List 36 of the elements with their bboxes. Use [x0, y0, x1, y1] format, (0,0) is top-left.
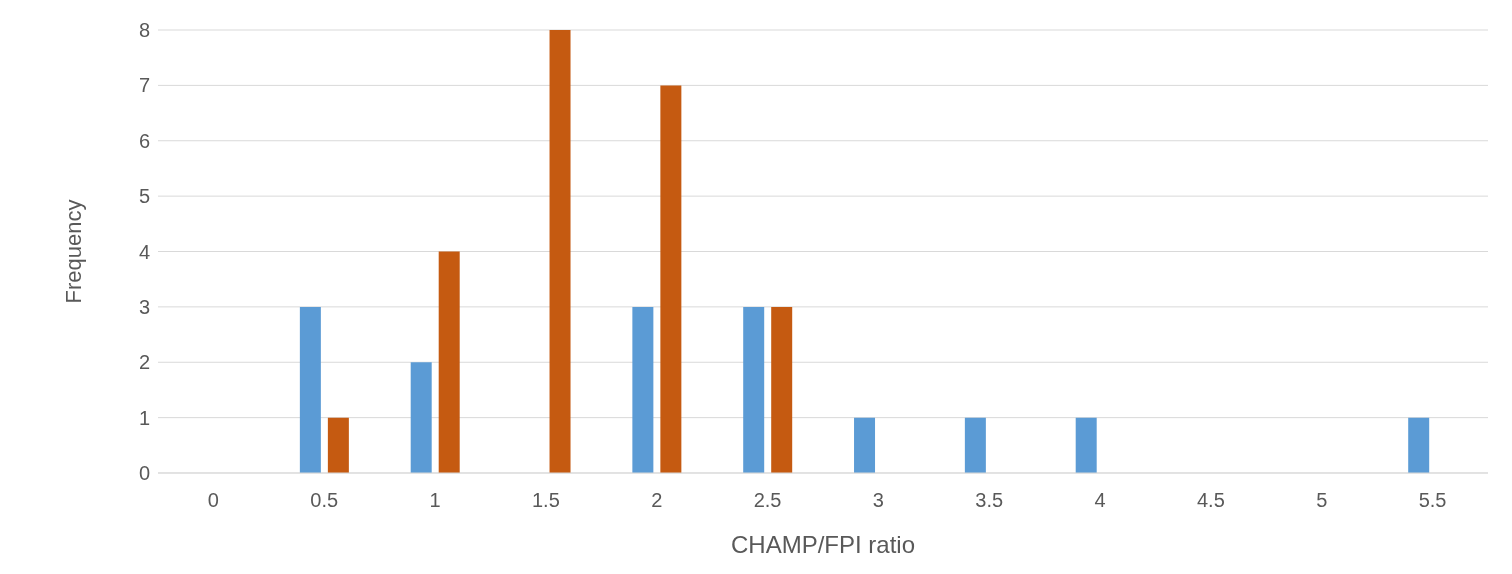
- y-tick-label: 6: [138, 129, 150, 152]
- x-tick-label: 1: [429, 489, 441, 512]
- x-axis-title: CHAMP/FPI ratio: [730, 531, 916, 558]
- x-tick-label: 0.5: [310, 489, 339, 512]
- y-tick-label: 3: [138, 295, 150, 318]
- x-tick-label: 1.5: [532, 489, 560, 512]
- bar: [1075, 417, 1097, 473]
- x-tick-label: 2: [651, 489, 663, 512]
- x-tick-label: 3: [872, 489, 884, 512]
- bar: [327, 417, 349, 473]
- bar: [549, 30, 571, 473]
- bar: [410, 362, 432, 473]
- x-tick-label: 5: [1316, 489, 1328, 512]
- x-tick-label: 3.5: [975, 489, 1004, 512]
- bar: [743, 306, 765, 473]
- bar: [771, 306, 793, 473]
- y-axis-title: Frequency: [60, 199, 86, 304]
- y-tick-label: 5: [138, 185, 150, 208]
- x-tick-label: 5.5: [1418, 489, 1447, 512]
- y-tick-label: 7: [138, 74, 150, 97]
- bar: [660, 85, 682, 473]
- bar: [1408, 417, 1430, 473]
- bar: [438, 251, 460, 473]
- bar: [299, 306, 321, 473]
- bar: [632, 306, 654, 473]
- bar: [854, 417, 876, 473]
- x-tick-label: 4: [1094, 489, 1106, 512]
- bar: [964, 417, 986, 473]
- x-tick-label: 2.5: [753, 489, 782, 512]
- y-tick-label: 8: [138, 19, 150, 42]
- x-tick-label: 4.5: [1197, 489, 1225, 512]
- x-tick-label: 0: [207, 489, 219, 512]
- y-tick-label: 4: [138, 240, 150, 263]
- y-tick-label: 1: [138, 406, 150, 429]
- y-tick-label: 0: [138, 462, 150, 485]
- y-tick-label: 2: [138, 351, 150, 374]
